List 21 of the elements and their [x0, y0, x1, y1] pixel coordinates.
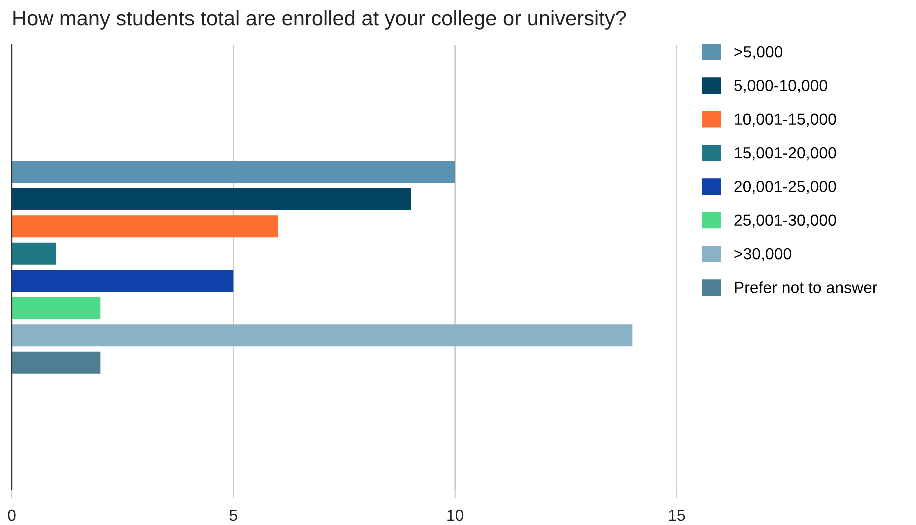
bar [12, 324, 633, 347]
chart-title: How many students total are enrolled at your college or university? [14, 10, 626, 30]
legend-label: 25,001-30,000 [734, 214, 836, 228]
legend-label: 10,001-15,000 [735, 114, 836, 127]
bar [12, 161, 456, 184]
legend-label: 20,001-25,000 [734, 181, 836, 194]
legend-label: Prefer not to answer [735, 282, 878, 294]
bar [12, 242, 56, 265]
legend-label: 5,000-10,000 [734, 80, 828, 94]
x-tick-label: 5 [230, 510, 238, 522]
legend-label: >5,000 [734, 46, 783, 60]
x-tick-label: 15 [669, 510, 686, 522]
bar [12, 352, 101, 374]
legend-label: 15,001-20,000 [735, 147, 836, 161]
bar [12, 297, 101, 320]
bar [12, 270, 234, 292]
x-tick-label: 0 [8, 510, 16, 522]
bar [12, 188, 411, 210]
legend-label: >30,000 [734, 248, 792, 262]
x-tick-label: 10 [448, 510, 464, 522]
bar [12, 216, 278, 238]
